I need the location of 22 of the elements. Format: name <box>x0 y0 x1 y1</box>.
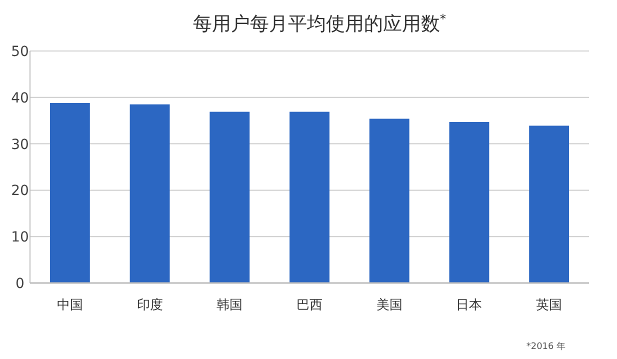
x-tick-label: 英国 <box>536 298 562 313</box>
x-tick-label: 韩国 <box>216 298 243 313</box>
bar <box>449 122 490 283</box>
y-tick-label: 20 <box>11 183 29 200</box>
x-tick-label: 美国 <box>376 297 402 313</box>
y-tick-label: 0 <box>16 276 24 292</box>
chart-title: 每用户每月平均使用的应用数$^{*}$ <box>192 12 446 35</box>
x-tick-label: 印度 <box>136 297 163 313</box>
y-tick-label: 10 <box>11 230 29 246</box>
bar <box>130 104 170 283</box>
text: *2016 年 <box>526 341 566 352</box>
x-tick-label: 巴西 <box>296 298 322 313</box>
x-tick-label: 中国 <box>56 298 83 313</box>
x-tick-label: 日本 <box>456 298 482 313</box>
bar <box>369 118 410 283</box>
bar <box>50 102 90 283</box>
bar <box>210 112 250 283</box>
y-tick-label: 40 <box>11 90 29 106</box>
y-tick-label: 50 <box>11 44 29 60</box>
bar <box>290 112 330 283</box>
y-tick-label: 30 <box>11 136 29 153</box>
bar <box>529 126 570 283</box>
